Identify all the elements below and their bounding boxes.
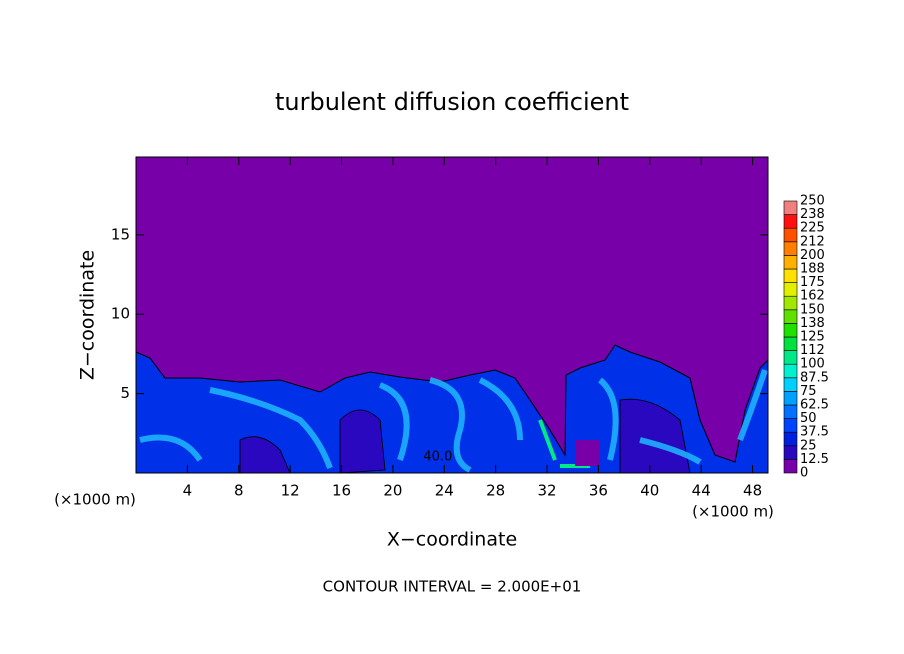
x-tick-label: 8: [234, 482, 244, 500]
colorbar-label: 100: [800, 357, 825, 372]
x-tick-label: 28: [486, 482, 505, 500]
x-tick-label: 44: [692, 482, 711, 500]
contour-label: 40.0: [423, 450, 452, 465]
plot-frame: [135, 156, 769, 474]
x-unit-left: (×1000 m): [54, 491, 136, 509]
colorbar-box: [783, 227, 798, 243]
field-gap: [575, 440, 600, 466]
x-tick-label: 24: [435, 482, 454, 500]
colorbar-label: 162: [800, 289, 825, 304]
x-tick-label: 16: [332, 482, 351, 500]
colorbar-box: [783, 323, 798, 338]
colorbar-box: [783, 418, 798, 433]
colorbar-label: 200: [800, 248, 825, 263]
colorbar-box: [783, 404, 798, 419]
colorbar-label: 138: [800, 316, 825, 331]
colorbar-box: [783, 377, 798, 392]
colorbar-label: 125: [800, 330, 825, 345]
x-tick-label: 32: [538, 482, 557, 500]
colorbar-label: 37.5: [800, 425, 829, 440]
colorbar-label: 0: [800, 466, 808, 481]
colorbar-label: 50: [800, 411, 817, 426]
x-tick-label: 36: [589, 482, 608, 500]
colorbar-label: 250: [800, 194, 825, 209]
colorbar-box: [783, 268, 798, 283]
colorbar-box: [783, 431, 798, 447]
inner-layer: [239, 398, 691, 474]
cyan-streaks: [139, 369, 768, 473]
colorbar-box: [783, 200, 798, 215]
x-axis-label: X−coordinate: [387, 529, 517, 551]
colorbar-label: 25: [800, 438, 817, 453]
colorbar-label: 212: [800, 234, 825, 249]
y-axis-label: Z−coordinate: [77, 250, 99, 380]
x-tick-label: 40: [640, 482, 659, 500]
colorbar-box: [783, 445, 798, 460]
colorbar-label: 188: [800, 262, 825, 277]
colorbar-label: 150: [800, 302, 825, 317]
colorbar-box: [783, 309, 798, 324]
colorbar-box: [783, 391, 798, 406]
footnote: CONTOUR INTERVAL = 2.000E+01: [323, 578, 582, 596]
colorbar-box: [783, 241, 798, 256]
colorbar-label: 62.5: [800, 398, 829, 413]
colorbar-label: 238: [800, 207, 825, 222]
y-tick-label: 15: [111, 225, 130, 243]
colorbar-label: 225: [800, 221, 825, 236]
colorbar-label: 175: [800, 275, 825, 290]
y-tick-label: 10: [111, 305, 130, 323]
colorbar-label: 75: [800, 384, 817, 399]
x-tick-label: 4: [183, 482, 193, 500]
x-tick-label: 20: [383, 482, 402, 500]
colorbar-label: 12.5: [800, 452, 829, 467]
x-tick-label: 12: [281, 482, 300, 500]
turbulent-layer: [135, 344, 769, 474]
colorbar-box: [783, 336, 798, 351]
colorbar-box: [783, 363, 798, 379]
colorbar-label: 87.5: [800, 370, 829, 385]
colorbar-box: [783, 459, 798, 474]
colorbar-box: [783, 214, 798, 229]
colorbar-box: [783, 295, 798, 311]
colorbar-box: [783, 282, 798, 297]
colorbar-label: 112: [800, 343, 825, 358]
chart-title: turbulent diffusion coefficient: [275, 88, 629, 116]
colorbar-box: [783, 255, 798, 270]
plot-field: [135, 157, 769, 474]
colorbar-box: [783, 350, 798, 365]
x-unit-right: (×1000 m): [692, 503, 774, 521]
x-tick-label: 48: [743, 482, 762, 500]
y-tick-label: 5: [120, 384, 130, 402]
